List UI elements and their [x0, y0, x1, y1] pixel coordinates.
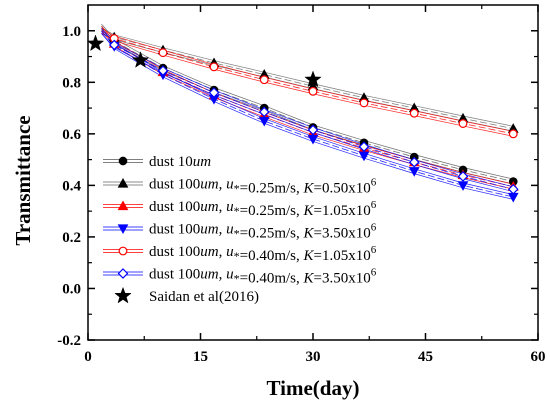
legend: dust 10um dust 100um, u*=0.25m/s, K=0.50x…: [103, 154, 377, 305]
series-5-point: [308, 86, 318, 96]
legend-entry: Saidan et al(2016): [114, 286, 259, 305]
series-5-point: [259, 75, 269, 85]
legend-marker: [117, 177, 129, 188]
series-5-point: [458, 119, 468, 128]
series-5-point: [359, 98, 369, 108]
legend-label: dust 100um, u*=0.40m/s, K=1.05x106: [149, 244, 377, 264]
legend-marker: [117, 224, 129, 235]
legend-entry: dust 100um, u*=0.40m/s, K=1.05x106: [103, 244, 377, 264]
series-line-1: [101, 23, 514, 180]
series-6-point: [208, 87, 220, 98]
legend-entry: dust 10um: [103, 154, 211, 170]
legend-label: dust 100um, u*=0.25m/s, K=1.05x106: [149, 199, 377, 219]
legend-entry: dust 100um, u*=0.40m/s, K=3.50x106: [103, 267, 377, 287]
axes: 0 15 30 45 60 -0.2 0.0 0.2 0.4 0.6 0.8 1.0: [57, 4, 546, 365]
legend-marker: [118, 156, 128, 166]
y-axis-title: Transmittance: [11, 115, 35, 245]
series-6-point: [157, 65, 169, 77]
y-tick-label: 1.0: [62, 24, 81, 40]
series-6-point: [408, 156, 420, 168]
legend-label: dust 10um: [149, 154, 211, 170]
legend-label: dust 100um, u*=0.25m/s, K=0.50x106: [149, 177, 377, 197]
legend-marker: [118, 246, 128, 256]
y-tick-label: 0.6: [62, 127, 81, 143]
legend-label: dust 100um, u*=0.25m/s, K=3.50x106: [149, 222, 377, 242]
series-line-2: [101, 27, 514, 127]
reference-point: [86, 34, 105, 52]
x-axis-title: Time(day): [267, 376, 360, 400]
series-6-point: [507, 183, 519, 195]
y-tick-label: 0.0: [62, 281, 81, 297]
x-tick-label: 30: [306, 349, 321, 365]
y-tick-label: 0.8: [62, 75, 81, 91]
series-line-5: [101, 28, 514, 132]
series-6-point: [108, 39, 120, 51]
series-4-point: [307, 134, 319, 145]
series-line-4: [101, 30, 514, 198]
reference-point: [131, 51, 150, 68]
legend-marker: [114, 286, 132, 304]
y-tick-label: 0.4: [62, 178, 81, 194]
series-4-point: [358, 151, 370, 162]
series-4-point: [457, 181, 469, 191]
series-5-point: [508, 129, 518, 139]
x-tick-label: 15: [193, 349, 208, 365]
series-5-point: [409, 108, 419, 118]
x-tick-label: 0: [84, 349, 92, 365]
series-4-point: [408, 167, 420, 177]
plot-marks: [86, 23, 519, 203]
series-4-point: [258, 116, 270, 127]
legend-entry: dust 100um, u*=0.25m/s, K=1.05x106: [103, 199, 377, 219]
series-line-5: [101, 32, 514, 137]
legend-label: dust 100um, u*=0.40m/s, K=3.50x106: [149, 267, 377, 287]
legend-marker: [117, 268, 129, 279]
series-line-5: [101, 30, 514, 135]
series-line-2: [101, 29, 514, 130]
series-5-point: [158, 48, 168, 58]
series-line-1: [101, 26, 514, 182]
series-6-point: [307, 124, 319, 136]
series-5-point: [209, 62, 219, 72]
legend-entry: dust 100um, u*=0.25m/s, K=3.50x106: [103, 222, 377, 242]
legend-entry: dust 100um, u*=0.25m/s, K=0.50x106: [103, 177, 377, 197]
reference-point: [304, 70, 322, 88]
series-6-point: [358, 141, 370, 153]
x-tick-label: 60: [531, 349, 546, 365]
series-6-point: [457, 171, 469, 182]
series-6-point: [258, 106, 270, 118]
series-line-6: [101, 28, 514, 188]
legend-label: Saidan et al(2016): [149, 289, 259, 305]
legend-marker: [117, 200, 129, 211]
y-tick-label: 0.2: [62, 230, 81, 246]
x-tick-label: 45: [418, 349, 433, 365]
y-tick-label: -0.2: [57, 333, 81, 349]
